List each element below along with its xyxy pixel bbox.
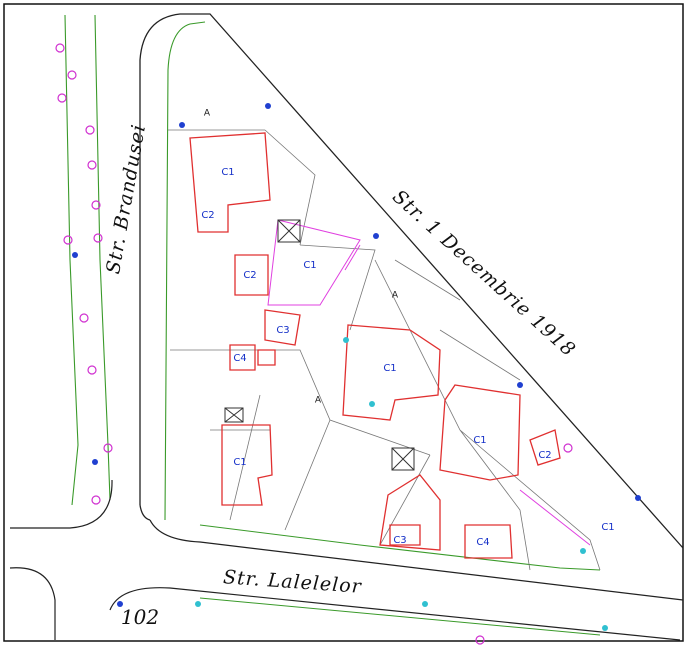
building-label: C2: [201, 210, 214, 221]
plot-label: A: [392, 291, 399, 301]
building-label: C2: [538, 450, 551, 461]
plot-label: A: [315, 396, 322, 406]
building-label: C2: [243, 270, 256, 281]
building-label: C1: [303, 260, 316, 271]
map-frame: [4, 4, 683, 641]
building-label: C1: [383, 363, 396, 374]
building-label: C3: [393, 535, 406, 546]
building-label: C1: [473, 435, 486, 446]
page: Str. Brandusei Str. 1 Decembrie 1918 Str…: [0, 0, 687, 645]
building-label: C4: [233, 353, 246, 364]
lot-number: 102: [121, 605, 159, 629]
building-label: C1: [233, 457, 246, 468]
cadastral-map: Str. Brandusei Str. 1 Decembrie 1918 Str…: [0, 0, 687, 645]
building-label: C3: [276, 325, 289, 336]
building-label: C1: [221, 167, 234, 178]
building-label: C4: [476, 537, 489, 548]
building-label: C1: [601, 522, 614, 533]
plot-label: A: [204, 109, 211, 119]
